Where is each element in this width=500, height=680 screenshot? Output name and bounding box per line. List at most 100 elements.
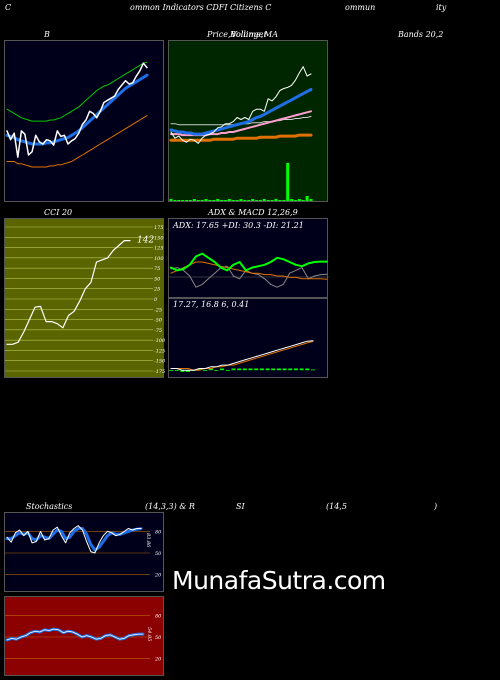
macd-histogram-bar [259, 368, 264, 371]
stochastics-chart: 80 50 20 83.86 [5, 525, 162, 579]
volume-bar [227, 199, 231, 201]
stoch-tick-label: 50 [155, 551, 162, 557]
macd-histogram-bar [180, 370, 185, 372]
adx-chart [169, 252, 329, 288]
macd-histogram-bar [237, 368, 242, 371]
macd-histogram-bar [203, 370, 208, 371]
volume-bar [200, 200, 204, 201]
cci-tick-label: -125 [154, 348, 165, 354]
volume-bar [231, 200, 235, 201]
macd-histogram-bar [231, 368, 236, 371]
volume-bar [297, 199, 301, 201]
cci-tick-label: 125 [154, 246, 164, 252]
macd-panel: 17.27, 16.8 6, 0.41 [168, 298, 328, 378]
macd-values-label: 17.27, 16.8 6, 0.41 [173, 300, 250, 309]
price-title-c: Bollinger [230, 30, 268, 39]
adx-macd-title: ADX & MACD 12,26,9 [208, 208, 298, 217]
price-title-b: Volume, [231, 30, 264, 39]
price-volume-panel [168, 40, 328, 202]
si-title: SI [236, 502, 245, 511]
cci-last-label: 142 [137, 236, 154, 246]
rsi-panel: 80 50 20 54.05 [4, 596, 164, 676]
ma-blue-line [169, 88, 313, 136]
volume-bar [305, 196, 309, 201]
volume-bar [216, 199, 220, 201]
header-title: ommon Indicators CDFI Citizens C [130, 3, 272, 12]
bb-title: B [44, 30, 50, 39]
volume-bar [169, 199, 173, 201]
volume-bar [220, 200, 224, 201]
cci-tick-label: 25 [153, 287, 160, 293]
cci-tick-label: 0 [154, 297, 158, 303]
volume-bar [173, 200, 177, 201]
price-title-a: Price, [207, 30, 231, 39]
macd-histogram-bar [197, 368, 202, 371]
volume-bar [243, 200, 247, 201]
volume-bar [177, 200, 181, 201]
macd-histogram-bar [186, 370, 190, 372]
bands-title: Bands 20,2 [398, 30, 444, 39]
macd-histogram-bar [305, 368, 310, 371]
macd-histogram-bar [208, 368, 213, 371]
header-right: ity [436, 3, 447, 12]
bb-middle-line [5, 73, 149, 146]
cci-tick-label: -25 [154, 307, 162, 313]
bb-price-line [6, 62, 148, 158]
adx-line [170, 261, 328, 280]
cci-tick-label: 75 [154, 266, 160, 272]
adx-plus-di-line [170, 252, 328, 272]
stoch-params: (14,3,3) & R [145, 502, 195, 511]
macd-histogram-bar [214, 370, 219, 371]
rsi-tick-label: 80 [155, 613, 162, 619]
macd-line [170, 340, 314, 371]
macd-histogram-bar [220, 368, 225, 371]
bollinger-panel [4, 40, 164, 202]
volume-bar [247, 200, 251, 201]
cci-tick-label: 175 [154, 225, 164, 231]
rsi-tick-label: 50 [155, 635, 162, 641]
volume-bar [258, 200, 262, 201]
stoch-tick-label: 20 [154, 573, 162, 579]
adx-minus-di-line [170, 265, 328, 288]
macd-histogram-bar [248, 368, 253, 371]
volume-bar [270, 200, 274, 201]
volume-bar [239, 199, 243, 201]
macd-histogram-bar [242, 368, 247, 371]
cci-tick-label: 100 [154, 256, 164, 262]
rsi-line [6, 628, 144, 641]
macd-histogram-bar [311, 369, 315, 371]
macd-histogram-bar [288, 368, 293, 371]
adx-values-label: ADX: 17.65 +DI: 30.3 -DI: 21.21 [173, 221, 304, 230]
stoch-last-label: 83.86 [145, 533, 151, 548]
rsi-params: (14,5 [326, 502, 347, 511]
cci-panel: 175 150 125 100 75 50 25 0 -25 -50 -75 -100 -125 -150… [4, 218, 165, 378]
volume-bar [282, 200, 286, 201]
macd-histogram-bar [254, 368, 259, 371]
macd-histogram-bar [169, 370, 173, 371]
macd-histogram-bar [299, 368, 304, 371]
header-title-2: ommun [345, 3, 376, 12]
volume-bar [192, 199, 196, 201]
volume-bar [212, 200, 216, 201]
volume-bar [185, 200, 189, 201]
cci-line [6, 240, 131, 345]
volume-bar [301, 200, 305, 201]
bb-upper-line [6, 61, 148, 122]
rsi-last-label: 54.05 [146, 627, 152, 641]
rsi-close: ) [434, 502, 438, 511]
volume-bar [188, 200, 192, 201]
stoch-k-line [6, 525, 142, 554]
cci-chart: 175 150 125 100 75 50 25 0 -25 -50 -75 -100 -125 -150… [5, 225, 165, 375]
cci-tick-label: -50 [154, 318, 163, 324]
bollinger-chart [5, 61, 149, 168]
stoch-tick-label: 80 [155, 529, 162, 535]
volume-bar [204, 199, 208, 201]
cci-tick-label: -75 [154, 328, 162, 334]
price-title-d: MA [264, 30, 278, 39]
macd-histogram-bar [174, 370, 179, 371]
macd-histogram-bar [225, 370, 230, 371]
volume-bar [262, 199, 266, 201]
rsi-chart: 80 50 20 54.05 [5, 613, 162, 663]
volume-bar [208, 200, 212, 201]
header-left: C [5, 3, 12, 12]
